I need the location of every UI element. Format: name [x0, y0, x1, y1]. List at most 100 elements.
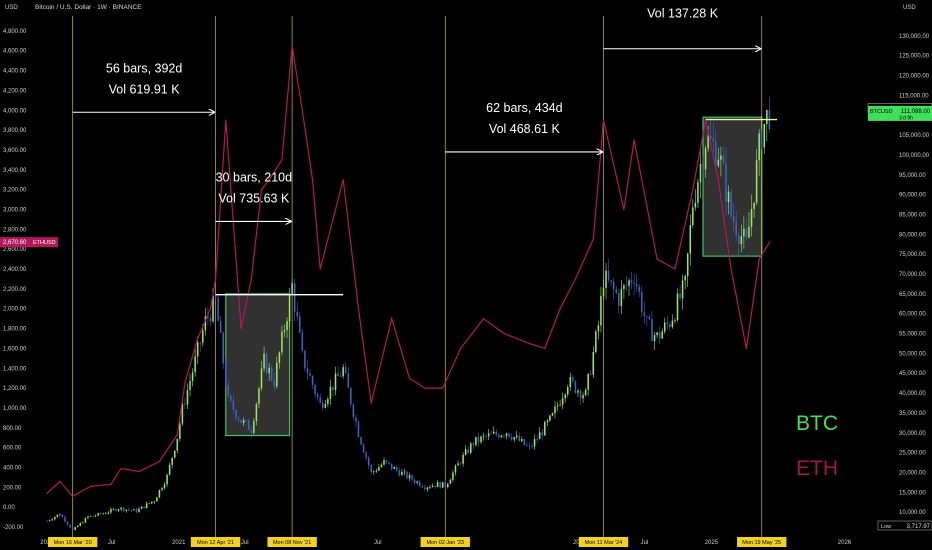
- left-axis-tick: 1,600.00: [3, 346, 27, 352]
- btc-candle-body: [212, 295, 214, 322]
- btc-candle-body: [329, 386, 332, 399]
- btc-candle-body: [544, 422, 546, 436]
- symbol-title[interactable]: Bitcoin / U.S. Dollar · 1W · BINANCE: [35, 4, 142, 11]
- btc-candle-body: [204, 316, 207, 331]
- btc-candle-body: [679, 293, 681, 299]
- low-value: 3,717.97: [907, 524, 931, 530]
- btc-candle-body: [202, 330, 204, 343]
- right-axis-tick: 120,000.00: [899, 74, 930, 80]
- btc-candle-body: [207, 316, 209, 318]
- eth-point: [390, 317, 393, 320]
- left-axis-tick: 1,800.00: [3, 327, 27, 333]
- eth-point: [176, 434, 178, 436]
- btc-candle-body: [449, 479, 452, 484]
- cycle-date-badge: [267, 537, 317, 547]
- btc-candle-body: [51, 519, 53, 521]
- btc-candle-body: [480, 436, 482, 443]
- btc-candle-body: [380, 464, 383, 468]
- btc-candle-body: [554, 406, 556, 414]
- btc-candle-body: [589, 373, 592, 375]
- btc-candle-body: [508, 433, 510, 437]
- time-axis-tick: 202: [40, 540, 51, 546]
- right-axis-tick: 30,000.00: [899, 431, 926, 437]
- btc-candle-body: [64, 516, 66, 522]
- btc-candle-body: [658, 332, 661, 339]
- btc-candle-body: [82, 522, 84, 524]
- btc-candle-body: [270, 367, 273, 380]
- left-axis-tick: 3,200.00: [3, 188, 27, 194]
- btc-candle-body: [712, 138, 715, 142]
- btc-candle-body: [663, 322, 666, 332]
- time-axis-tick: 202: [573, 540, 584, 546]
- cycle-date-label: Mon 08 Nov '21: [273, 540, 311, 546]
- btc-candle-body: [181, 403, 184, 424]
- btc-candle-body: [219, 321, 222, 333]
- btc-candle-body: [579, 390, 582, 399]
- legend-btc: BTC: [796, 412, 838, 435]
- btc-candle-body: [600, 295, 602, 326]
- eth-point: [120, 467, 122, 470]
- btc-candle-body: [342, 367, 344, 377]
- btc-candle-body: [735, 221, 737, 236]
- btc-candle-body: [191, 372, 194, 382]
- right-price-axis[interactable]: 10,000.00 15,000.00 20,000.00 25,000.00 30,0…: [867, 34, 932, 531]
- right-axis-tick: 40,000.00: [899, 391, 926, 397]
- eth-point: [602, 119, 605, 121]
- btc-candle-body: [388, 462, 390, 464]
- btc-candle-body: [595, 331, 597, 352]
- btc-candle-body: [653, 335, 656, 342]
- eth-point: [656, 258, 658, 260]
- btc-candle-body: [214, 295, 217, 298]
- btc-candle-body: [470, 443, 472, 453]
- btc-candle-body: [646, 315, 648, 317]
- btc-candle-body: [347, 372, 350, 388]
- btc-candle-body: [704, 148, 707, 170]
- btc-candle-body: [125, 509, 128, 511]
- btc-candle-body: [245, 420, 247, 421]
- left-axis-tick: 200.00: [3, 485, 22, 491]
- btc-candle-body: [607, 270, 610, 281]
- btc-candle-body: [94, 515, 97, 517]
- time-axis-tick: 2021: [172, 540, 186, 546]
- btc-candle-body: [168, 464, 171, 475]
- eth-point: [544, 347, 546, 350]
- eth-point: [357, 308, 360, 310]
- range-box-2: [702, 116, 763, 257]
- btc-candle-body: [288, 293, 291, 322]
- btc-candle-body: [623, 285, 625, 290]
- time-axis[interactable]: 202Jul2021Jul2Jul202Jul2025Jul2026Mon 16…: [40, 537, 852, 547]
- btc-candle-body: [311, 375, 314, 386]
- left-price-axis[interactable]: -200.00 0.00 200.00 400.00 600.00 800.00 1,000…: [0, 29, 58, 531]
- left-axis-tick: 800.00: [3, 426, 22, 432]
- eth-point: [408, 377, 411, 379]
- btc-candle-body: [304, 350, 306, 369]
- btc-candle-body: [541, 432, 544, 436]
- btc-candle-body: [605, 270, 607, 288]
- btc-candle-body: [293, 283, 296, 312]
- btc-candle-body: [130, 509, 133, 511]
- btc-candle-body: [258, 388, 260, 404]
- btc-candle-body: [237, 418, 240, 420]
- btc-candle-body: [324, 403, 327, 408]
- btc-candle-body: [209, 317, 212, 322]
- btc-candle-body: [406, 471, 408, 479]
- btc-candle-body: [551, 413, 554, 416]
- btc-candle-body: [110, 509, 112, 513]
- cycle-date-badge: [737, 537, 787, 547]
- left-axis-tick: 4,200.00: [3, 88, 27, 94]
- btc-candle-body: [48, 520, 51, 522]
- btc-candle-body: [518, 435, 521, 442]
- left-axis-tick: 4,000.00: [3, 108, 27, 114]
- btc-candle-body: [669, 323, 671, 328]
- eth-point: [225, 119, 227, 121]
- btc-candle-body: [528, 445, 531, 447]
- btc-candle-body: [429, 487, 431, 488]
- btc-candle-body: [102, 513, 105, 515]
- btc-candle-body: [398, 470, 401, 476]
- cycle-date-label: Mon 11 Mar '24: [585, 540, 623, 546]
- time-axis-tick: Jul: [108, 540, 116, 546]
- eth-point: [301, 109, 304, 111]
- measure-bars-label: 62 bars, 434d: [486, 101, 562, 115]
